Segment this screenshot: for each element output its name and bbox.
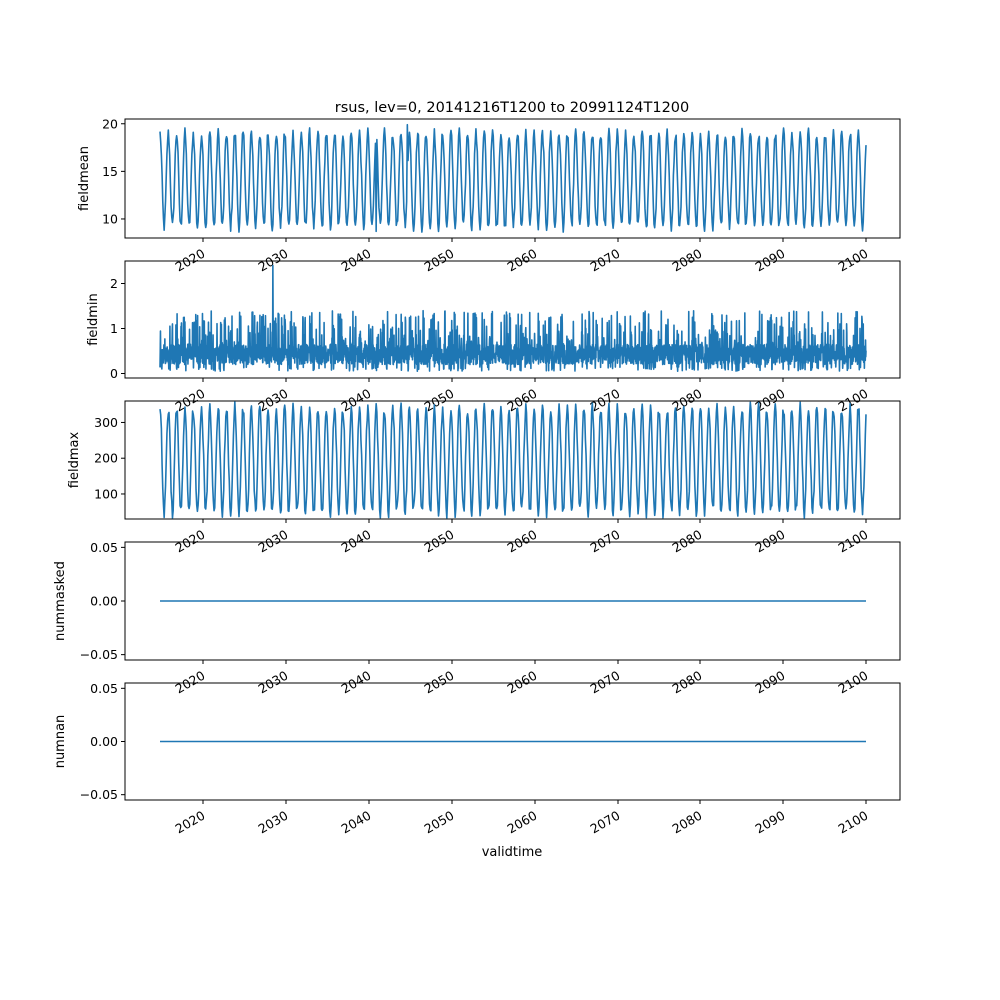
- x-tick-label: 2100: [835, 808, 870, 837]
- x-tick-label: 2080: [669, 808, 704, 837]
- x-tick-label: 2080: [669, 246, 704, 275]
- x-tick-label: 2020: [172, 246, 207, 275]
- y-axis-label: numnan: [53, 715, 68, 769]
- x-tick-label: 2050: [421, 527, 456, 556]
- y-tick-label: 300: [94, 415, 118, 430]
- x-tick-label: 2050: [421, 808, 456, 837]
- y-tick-label: 0.05: [90, 540, 118, 555]
- x-tick-label: 2090: [752, 246, 787, 275]
- x-tick-label: 2050: [421, 246, 456, 275]
- x-tick-label: 2040: [338, 246, 373, 275]
- x-tick-label: 2020: [172, 527, 207, 556]
- x-tick-label: 2030: [255, 527, 290, 556]
- axes-frame: [124, 118, 901, 239]
- y-tick-label: −0.05: [80, 647, 118, 662]
- y-tick-label: 10: [102, 211, 118, 226]
- series-line-fieldmean: [159, 123, 867, 233]
- x-tick-label: 2100: [835, 668, 870, 697]
- x-tick-label: 2040: [338, 527, 373, 556]
- x-tick-label: 2020: [172, 808, 207, 837]
- series-line-fieldmax: [159, 401, 867, 519]
- y-tick-label: 0.05: [90, 681, 118, 696]
- x-tick-label: 2090: [752, 808, 787, 837]
- x-tick-label: 2080: [669, 668, 704, 697]
- axes-frame: [124, 400, 901, 520]
- y-tick-label: 20: [102, 116, 118, 131]
- x-tick-label: 2030: [255, 808, 290, 837]
- x-tick-label: 2060: [504, 808, 539, 837]
- series-line-fieldmin: [159, 264, 867, 373]
- x-tick-label: 2060: [504, 527, 539, 556]
- x-tick-label: 2040: [338, 808, 373, 837]
- x-tick-label: 2100: [835, 527, 870, 556]
- y-axis-label: fieldmax: [67, 432, 82, 489]
- axes-frame: [124, 260, 901, 379]
- x-tick-label: 2070: [587, 527, 622, 556]
- y-tick-label: −0.05: [80, 787, 118, 802]
- x-tick-label: 2080: [669, 527, 704, 556]
- y-tick-label: 0.00: [90, 734, 118, 749]
- y-tick-label: 2: [110, 276, 118, 291]
- x-tick-label: 2020: [172, 668, 207, 697]
- x-tick-label: 2070: [587, 668, 622, 697]
- x-tick-label: 2090: [752, 668, 787, 697]
- y-axis-label: fieldmin: [86, 293, 101, 346]
- x-tick-label: 2040: [338, 668, 373, 697]
- y-tick-label: 1: [110, 321, 118, 336]
- x-tick-label: 2070: [587, 246, 622, 275]
- x-tick-label: 2090: [752, 527, 787, 556]
- x-tick-label: 2100: [835, 386, 870, 415]
- y-axis-label: fieldmean: [77, 146, 92, 211]
- panel-fieldmax: 100 200 300 fieldmax 2020 2030 2040 2050 2060 207…: [67, 400, 901, 556]
- y-axis-label: nummasked: [53, 561, 68, 641]
- x-axis-label: validtime: [482, 845, 543, 860]
- y-tick-label: 100: [94, 486, 118, 501]
- x-tick-label: 2070: [587, 808, 622, 837]
- panel-nummasked: −0.05 0.00 0.05 nummasked 2020 2030 2040 2050 20…: [53, 540, 901, 697]
- y-tick-label: 15: [102, 164, 118, 179]
- x-tick-label: 2030: [255, 668, 290, 697]
- x-tick-label: 2100: [835, 246, 870, 275]
- y-tick-label: 0.00: [90, 594, 118, 609]
- x-tick-label: 2050: [421, 668, 456, 697]
- x-tick-label: 2060: [504, 246, 539, 275]
- x-tick-label: 2060: [504, 668, 539, 697]
- y-tick-label: 200: [94, 451, 118, 466]
- chart-title: rsus, lev=0, 20141216T1200 to 20991124T1…: [335, 100, 690, 116]
- panel-numnan: −0.05 0.00 0.05 numnan 2020 2030 2040 2050 2060 2…: [53, 681, 901, 837]
- y-tick-label: 0: [110, 366, 118, 381]
